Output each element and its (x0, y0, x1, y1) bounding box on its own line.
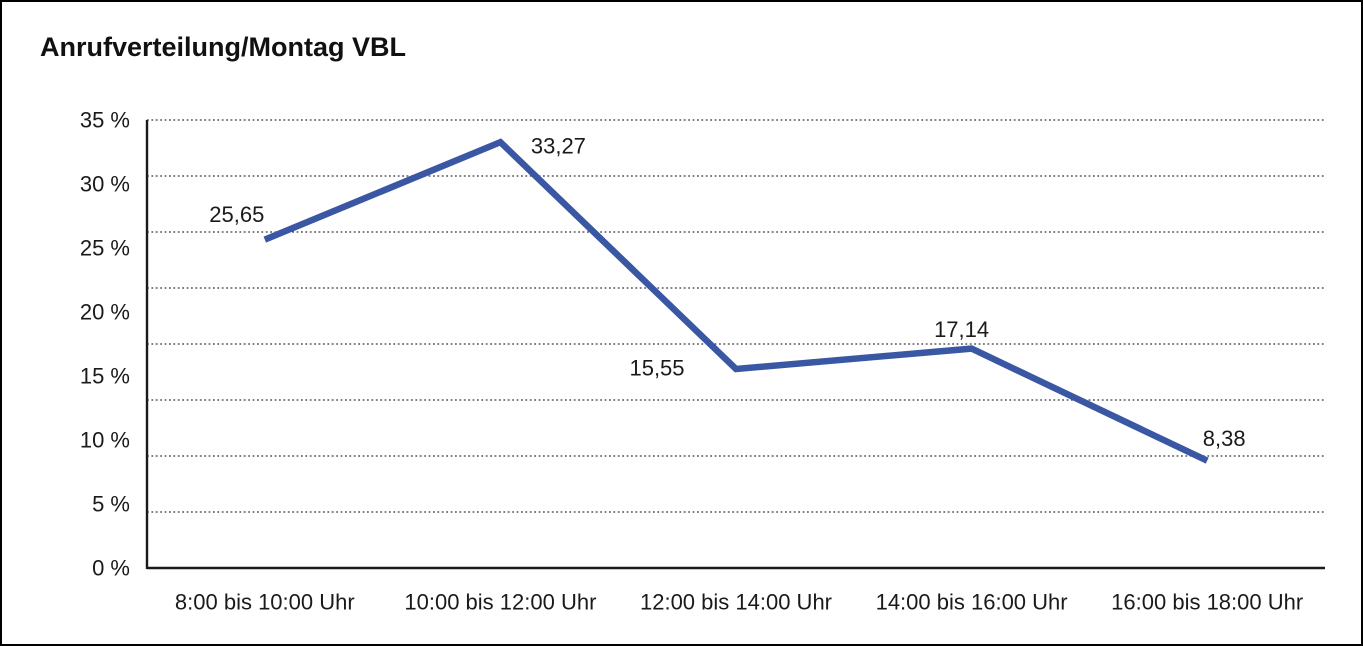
data-point-label: 25,65 (209, 202, 264, 227)
data-point-label: 15,55 (629, 355, 684, 380)
y-axis-tick-label: 10 % (80, 428, 130, 453)
data-point-label: 17,14 (934, 317, 989, 342)
y-axis-tick-label: 30 % (80, 172, 130, 197)
chart-title: Anrufverteilung/Montag VBL (40, 32, 406, 62)
x-axis-category-label: 12:00 bis 14:00 Uhr (640, 590, 832, 615)
x-axis-category-label: 10:00 bis 12:00 Uhr (404, 590, 596, 615)
data-point-label: 8,38 (1203, 426, 1246, 451)
y-axis-tick-label: 0 % (92, 556, 130, 581)
data-line (263, 138, 1209, 464)
y-axis-tick-label: 20 % (80, 300, 130, 325)
y-axis-tick-label: 15 % (80, 364, 130, 389)
y-axis-tick-label: 35 % (80, 108, 130, 133)
x-axis-category-label: 14:00 bis 16:00 Uhr (876, 590, 1068, 615)
data-point-label: 33,27 (531, 134, 586, 159)
x-axis-category-label: 8:00 bis 10:00 Uhr (175, 590, 355, 615)
y-axis-tick-label: 5 % (92, 492, 130, 517)
y-axis-tick-label: 25 % (80, 236, 130, 261)
x-axis-category-label: 16:00 bis 18:00 Uhr (1111, 590, 1303, 615)
